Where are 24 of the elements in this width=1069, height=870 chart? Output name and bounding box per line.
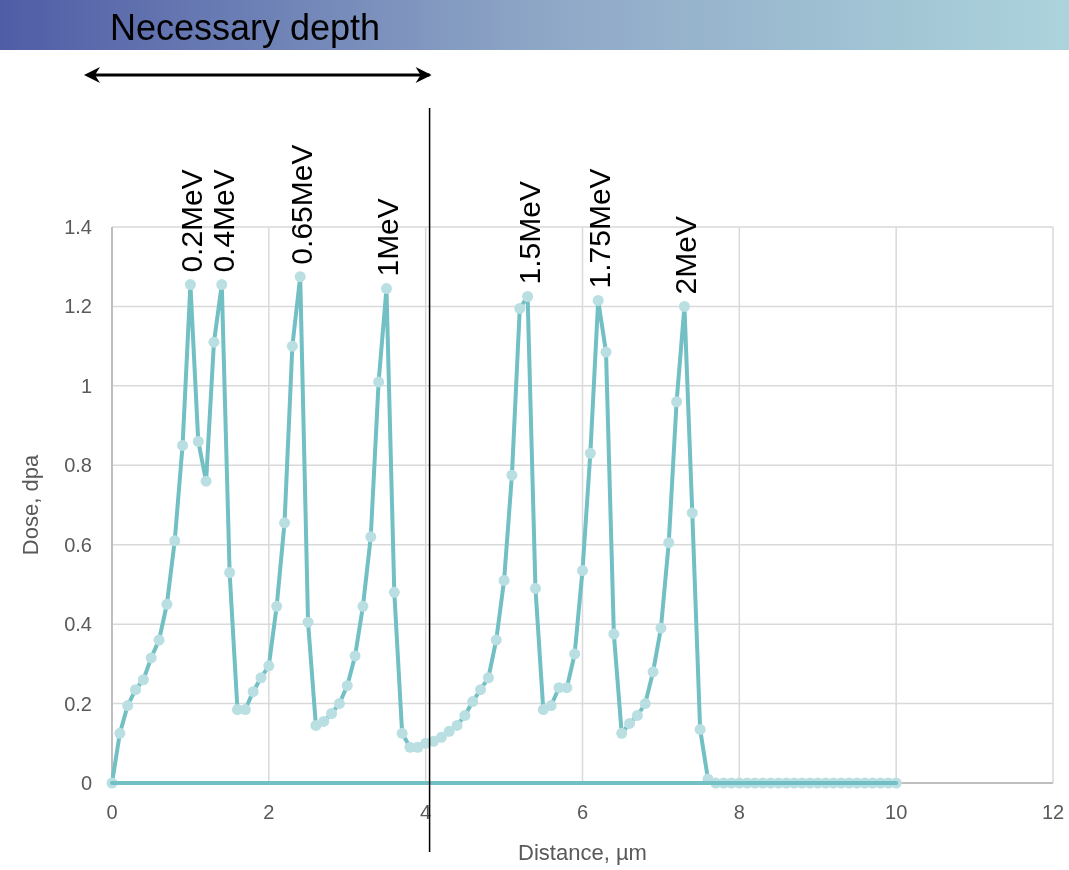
y-tick-label: 0.8 — [64, 454, 92, 477]
annotation: 1.5MeV — [512, 181, 546, 285]
y-tick-label: 1 — [80, 374, 92, 397]
annotation: 0.4MeV — [206, 169, 240, 273]
y-tick-label: 0.6 — [64, 533, 92, 556]
y-tick-label: 0 — [80, 772, 92, 794]
y-tick-label: 0.4 — [64, 613, 92, 636]
x-tick-label: 10 — [885, 801, 908, 823]
y-tick-label: 0.2 — [64, 692, 92, 715]
annotation: 1MeV — [371, 198, 405, 277]
x-tick-label: 12 — [1041, 801, 1065, 823]
x-axis-title: Distance, µm — [518, 840, 647, 865]
y-tick-label: 1.4 — [64, 216, 92, 238]
annotation: 0.2MeV — [175, 169, 209, 273]
x-tick-label: 2 — [263, 801, 275, 823]
x-tick-label: 6 — [576, 801, 589, 823]
annotation: 0.65MeV — [285, 144, 319, 265]
x-tick-label: 0 — [106, 801, 118, 823]
annotation: 2MeV — [669, 216, 703, 295]
annotation: 1.75MeV — [583, 168, 617, 289]
y-tick-label: 1.2 — [64, 295, 92, 318]
x-tick-label: 8 — [733, 801, 745, 823]
y-axis-title: Dose, dpa — [18, 454, 43, 556]
chart-title: Necessary depth — [110, 7, 381, 48]
